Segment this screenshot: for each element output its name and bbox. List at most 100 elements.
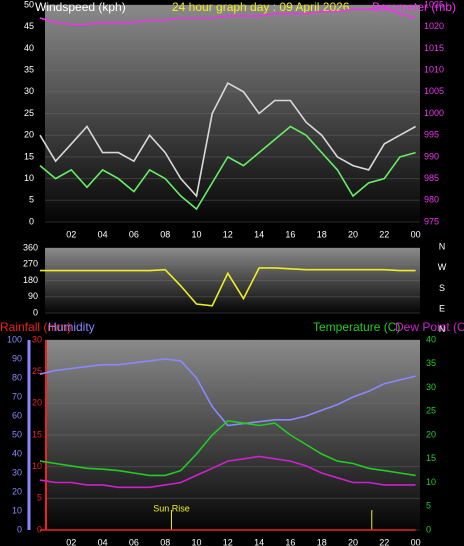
y2-tick-label: 20 (426, 429, 436, 439)
y2-tick-label: 25 (426, 406, 436, 416)
y-tick-label: 25 (32, 366, 42, 376)
series-line (40, 267, 416, 307)
y-tick-label: 0 (29, 216, 34, 226)
h-tick-label: 90 (12, 353, 22, 363)
x-tick-label: 08 (160, 229, 170, 239)
y-tick-label: 15 (32, 429, 42, 439)
h-tick-label: 60 (12, 410, 22, 420)
y2-tick-label: 1025 (424, 0, 444, 9)
series-line (39, 81, 416, 198)
y-tick-label: 50 (24, 0, 34, 9)
x-tick-label: 22 (379, 537, 389, 546)
y-tick-label: 270 (23, 259, 38, 269)
x-tick-label: 00 (411, 229, 421, 239)
x-tick-label: 20 (348, 229, 358, 239)
series-line (39, 455, 416, 489)
y-tick-label: 20 (32, 398, 42, 408)
x-tick-label: 10 (191, 537, 201, 546)
wind-label: Windspeed (kph) (35, 0, 126, 14)
x-tick-label: 08 (160, 537, 170, 546)
x-tick-label: 14 (254, 537, 264, 546)
x-tick-label: 20 (348, 537, 358, 546)
series-line (39, 125, 416, 211)
x-tick-label: 18 (317, 537, 327, 546)
y2-tick-label: 985 (424, 173, 439, 183)
y2-tick-label: 995 (424, 130, 439, 140)
h-tick-label: 50 (12, 429, 22, 439)
h-tick-label: 20 (12, 486, 22, 496)
y2-tick-label: 15 (426, 453, 436, 463)
y-tick-label: 30 (24, 86, 34, 96)
x-tick-label: 10 (191, 229, 201, 239)
x-tick-label: 22 (379, 229, 389, 239)
y2-tick-label: 1000 (424, 108, 444, 118)
y2-tick-label: 5 (426, 501, 431, 511)
h-tick-label: 70 (12, 391, 22, 401)
annotation: Sun Rise (153, 503, 190, 513)
x-tick-label: 18 (317, 229, 327, 239)
compass-label: S (439, 283, 445, 293)
y-tick-label: 20 (24, 130, 34, 140)
y2-tick-label: 40 (426, 334, 436, 344)
panel-wind (45, 5, 420, 222)
series-line (39, 419, 416, 477)
y-tick-label: 5 (37, 493, 42, 503)
temp-label: Temperature (C) (313, 320, 400, 334)
series-line (39, 358, 416, 427)
y-tick-label: 30 (32, 334, 42, 344)
y-tick-label: 25 (24, 108, 34, 118)
y2-tick-label: 1015 (424, 43, 444, 53)
y-tick-label: 45 (24, 21, 34, 31)
y2-tick-label: 0 (426, 524, 431, 534)
humidity-label: Humidity (48, 320, 95, 334)
h-tick-label: 30 (12, 467, 22, 477)
y-tick-label: 0 (37, 524, 42, 534)
compass-label: N (439, 241, 446, 251)
h-tick-label: 40 (12, 448, 22, 458)
y2-tick-label: 10 (426, 477, 436, 487)
x-tick-label: 00 (411, 537, 421, 546)
compass-label: E (439, 303, 445, 313)
y-tick-label: 40 (24, 43, 34, 53)
x-tick-label: 12 (223, 229, 233, 239)
x-tick-label: 02 (66, 537, 76, 546)
y2-tick-label: 975 (424, 216, 439, 226)
h-tick-label: 100 (7, 334, 22, 344)
y-tick-label: 35 (24, 64, 34, 74)
rain-label: Rainfall (mm) (0, 320, 71, 334)
x-tick-label: 14 (254, 229, 264, 239)
panel-temp (45, 340, 420, 530)
compass-label: W (438, 262, 447, 272)
x-tick-label: 02 (66, 229, 76, 239)
y-tick-label: 360 (23, 242, 38, 252)
h-tick-label: 80 (12, 372, 22, 382)
x-tick-label: 04 (98, 229, 108, 239)
y-tick-label: 10 (24, 173, 34, 183)
h-tick-label: 0 (17, 524, 22, 534)
x-tick-label: 12 (223, 537, 233, 546)
x-tick-label: 06 (129, 537, 139, 546)
y-tick-label: 5 (29, 195, 34, 205)
y-tick-label: 10 (32, 461, 42, 471)
x-tick-label: 16 (285, 537, 295, 546)
y2-tick-label: 980 (424, 195, 439, 205)
y2-tick-label: 990 (424, 151, 439, 161)
x-tick-label: 06 (129, 229, 139, 239)
compass-label: N (439, 324, 446, 334)
dew-label: Dew Point (C) (395, 320, 464, 334)
y2-tick-label: 30 (426, 382, 436, 392)
y2-tick-label: 35 (426, 358, 436, 368)
x-tick-label: 16 (285, 229, 295, 239)
y-tick-label: 180 (23, 275, 38, 285)
y-tick-label: 90 (28, 291, 38, 301)
h-tick-label: 10 (12, 505, 22, 515)
chart-title: 24 hour graph day : 09 April 2026 (172, 0, 350, 14)
y2-tick-label: 1005 (424, 86, 444, 96)
y2-tick-label: 1010 (424, 64, 444, 74)
y-tick-label: 0 (33, 307, 38, 317)
y-tick-label: 15 (24, 151, 34, 161)
y2-tick-label: 1020 (424, 21, 444, 31)
x-tick-label: 04 (98, 537, 108, 546)
series-line (39, 6, 416, 26)
